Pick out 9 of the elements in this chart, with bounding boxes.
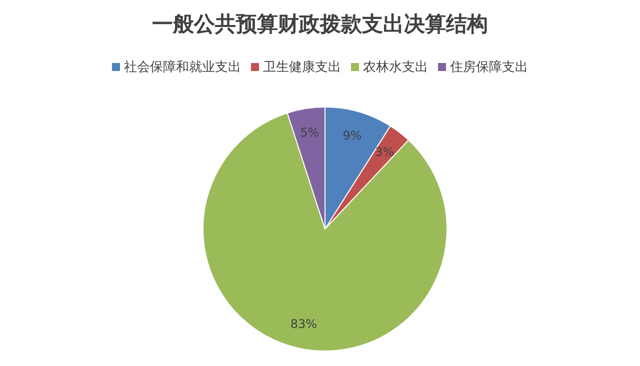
data-label: 9% [342, 128, 362, 142]
data-label: 83% [290, 317, 318, 332]
legend-label: 社会保障和就业支出 [123, 59, 241, 76]
legend-label: 住房保障支出 [449, 59, 528, 76]
data-label: 3% [375, 144, 394, 159]
legend-label: 卫生健康支出 [262, 59, 341, 76]
chart-title: 一般公共预算财政拨款支出决算结构 [151, 11, 489, 38]
data-label: 5% [300, 126, 320, 140]
legend-label: 农林水支出 [362, 59, 428, 76]
